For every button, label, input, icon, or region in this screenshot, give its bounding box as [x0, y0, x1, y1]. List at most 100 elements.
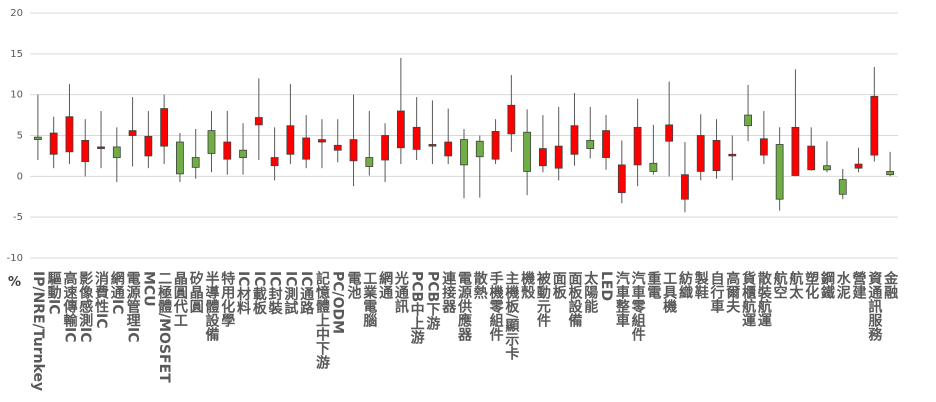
candle-body [775, 144, 784, 200]
candle-body [854, 163, 863, 169]
candle-body [617, 164, 626, 194]
y-tick-label: -10 [7, 253, 23, 264]
candle-body [886, 171, 895, 176]
x-tick-label: PC/ODM [330, 271, 346, 334]
candle-body [270, 157, 279, 167]
candle-body [223, 141, 232, 160]
candle-body [412, 126, 421, 150]
x-tick-label: 紡織 [677, 270, 693, 300]
x-tick-label: IC封裝 [267, 271, 284, 316]
y-tick-label: 5 [17, 131, 23, 142]
candle-body [191, 157, 200, 168]
x-tick-label: 高爾夫 [724, 270, 741, 314]
candle-body [649, 162, 658, 172]
candle-body [554, 145, 563, 169]
x-tick-label: 汽車整車 [614, 270, 631, 328]
x-tick-label: 工具機 [661, 271, 678, 314]
x-tick-label: 自行車 [709, 270, 726, 314]
candle-body [239, 149, 247, 158]
x-tick-label: 資通訊服務 [866, 270, 882, 342]
x-tick-label: 電池 [346, 270, 362, 300]
x-tick-label: 工業電腦 [361, 271, 378, 328]
candle-body [491, 131, 500, 160]
x-tick-label: 散裝航運 [756, 270, 773, 327]
x-tick-label: 被動元件 [535, 270, 551, 328]
x-tick-label: 航空 [772, 270, 788, 299]
candle-body [176, 141, 184, 175]
x-tick-label: 網通IC [109, 270, 125, 314]
x-tick-label: 特用化學 [219, 270, 235, 328]
candle-body [144, 135, 153, 157]
candle-body [744, 114, 752, 127]
x-tick-label: 水泥 [835, 270, 851, 300]
candle-body [97, 146, 105, 149]
candle-body [586, 139, 595, 149]
x-tick-label: 驅動IC [46, 271, 62, 314]
candle-body [444, 141, 453, 157]
x-tick-label: 面板 [551, 271, 567, 300]
candle-body [759, 138, 768, 156]
x-tick-label: 製鞋 [693, 270, 710, 300]
y-tick-label: 10 [10, 90, 23, 101]
candle-body [333, 144, 342, 151]
x-tick-label: 晶圓代工 [172, 271, 189, 327]
x-tick-label: 散熱 [472, 270, 488, 300]
x-tick-label: IC材料 [235, 271, 251, 316]
x-tick-label: 塑化 [803, 270, 819, 300]
x-tick-label: PCB中上游 [409, 271, 425, 346]
y-unit: % [8, 275, 21, 290]
candle-body [65, 116, 74, 153]
x-tick-label: MCU [140, 271, 156, 307]
candle-body [712, 139, 721, 172]
candle-body [633, 126, 642, 166]
x-tick-label: PCB下游 [424, 271, 440, 332]
candle-body [507, 104, 516, 135]
candle-body [870, 95, 879, 156]
x-tick-label: 營建 [851, 270, 867, 300]
x-tick-label: IP/NRE/Turnkey [30, 271, 46, 391]
candle-body [523, 131, 532, 172]
x-tick-label: 機殼 [519, 270, 535, 300]
x-tick-label: 記憶體上中下游 [314, 270, 330, 370]
candle-body [681, 174, 689, 200]
candle-body [365, 157, 374, 167]
x-tick-label: 主機板/顯示卡 [503, 270, 519, 361]
candle-body [349, 139, 358, 162]
candle-body [570, 125, 579, 155]
candle-body [428, 144, 437, 147]
x-tick-label: IC通路 [298, 271, 314, 315]
candle-body [807, 145, 816, 171]
x-tick-label: 金融 [882, 270, 899, 300]
x-tick-label: 電源供應器 [456, 270, 473, 342]
candle-body [539, 148, 547, 167]
candle-body [207, 130, 216, 154]
x-tick-label: 半導體設備 [203, 270, 219, 342]
x-tick-label: 影像感測IC [77, 271, 93, 342]
x-tick-label: 網通 [377, 270, 393, 300]
y-tick-label: 15 [10, 49, 23, 60]
x-tick-label: 面板設備 [566, 271, 582, 328]
candle-body [460, 139, 468, 166]
candle-body [791, 126, 800, 176]
candle-body [665, 124, 674, 142]
x-tick-label: 航太 [787, 270, 803, 300]
x-tick-label: 重電 [645, 270, 661, 300]
x-tick-label: LED [598, 271, 614, 301]
candle-body [475, 140, 484, 158]
x-tick-label: 高速傳輸IC [61, 270, 78, 342]
x-tick-label: 二極體/MOSFET [156, 271, 172, 383]
candle-body [160, 108, 169, 147]
y-tick-label: 0 [17, 171, 23, 182]
candle-body [128, 130, 137, 136]
x-tick-label: 太陽能 [582, 270, 598, 314]
candle-body [602, 130, 610, 158]
candle-body [286, 125, 295, 155]
candle-body [696, 135, 705, 172]
x-tick-label: 鋼鐵 [819, 270, 836, 300]
x-tick-label: IC載板 [251, 271, 267, 316]
candle-body [112, 146, 121, 158]
candle-body [254, 117, 263, 126]
x-tick-label: 貨櫃航運 [740, 270, 757, 327]
candle-body [302, 137, 311, 160]
y-tick-label: 20 [10, 8, 23, 19]
